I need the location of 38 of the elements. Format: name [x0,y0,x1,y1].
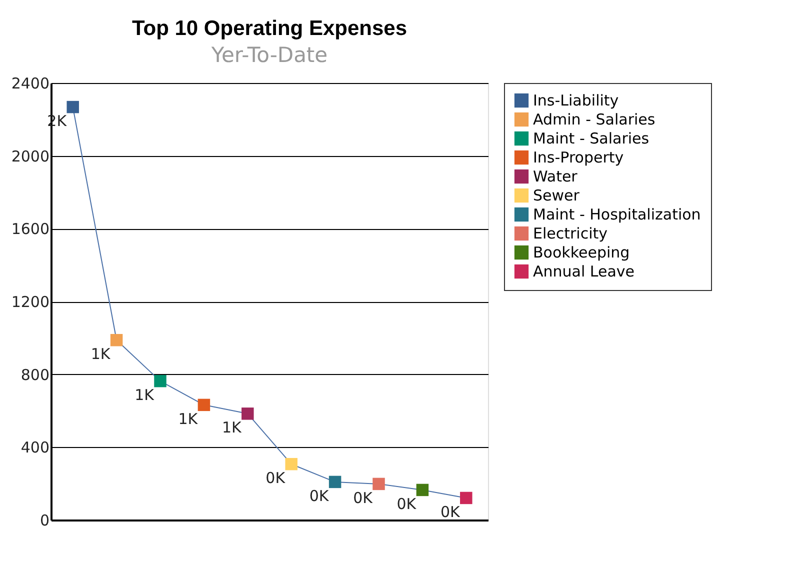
legend-label: Maint - Salaries [533,130,650,148]
y-tick-label: 400 [20,438,50,457]
y-tick-label: 2000 [11,147,50,166]
point [242,408,254,420]
data-label: 1K [134,386,156,404]
point [66,100,79,114]
legend-label: Water [533,168,578,186]
legend-label: Bookkeeping [533,244,630,262]
data-label: 0K [440,502,461,521]
point [285,458,298,470]
legend-label: Ins-Property [533,148,624,166]
data-label: 0K [309,486,330,505]
y-tick-label: 1600 [11,220,50,238]
point [372,478,385,490]
data-label: 0K [266,469,286,488]
data-label: 1K [90,345,112,364]
data-label: 1K [222,418,242,437]
legend-label: Electricity [533,224,608,242]
y-tick-label: 2400 [11,74,50,92]
point [198,398,210,412]
point [416,484,429,496]
legend-label: Annual Leave [533,262,635,280]
point [154,374,166,388]
legend-label: Admin - Salaries [533,110,656,128]
y-tick-label: 800 [20,366,50,384]
y-tick-label: 0 [40,512,50,530]
chart-subtitle: Yer-To-Date [210,43,328,67]
y-tick-label: 1200 [11,293,50,311]
data-label: 0K [353,488,374,507]
data-label: 1K [178,410,199,428]
legend-label: Sewer [533,186,580,204]
point [460,492,472,504]
legend-label: Ins-Liability [533,92,619,110]
point [110,334,123,346]
chart-title: Top 10 Operating Expenses [132,17,408,40]
legend-label: Maint - Hospitalization [533,206,701,224]
data-label: 0K [396,494,418,513]
point [328,476,342,488]
